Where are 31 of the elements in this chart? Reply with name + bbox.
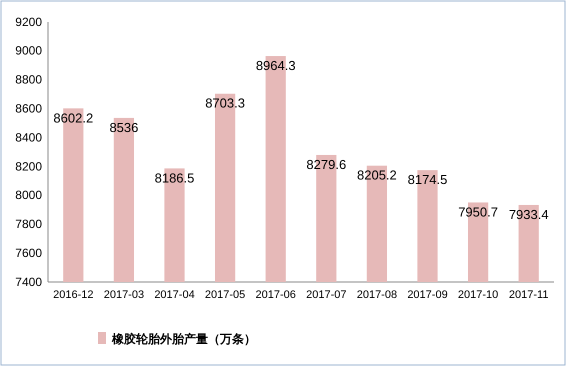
- data-label: 8174.5: [408, 172, 448, 188]
- x-tick-label: 2017-05: [204, 288, 246, 301]
- data-label: 8964.3: [256, 58, 296, 74]
- x-tick-label: 2017-10: [458, 288, 498, 301]
- y-tick-label: 7600: [15, 246, 42, 260]
- x-tick-label: 2017-09: [407, 288, 448, 301]
- data-label: 7950.7: [458, 204, 498, 220]
- data-label: 8703.3: [205, 96, 245, 111]
- y-tick-label: 9200: [15, 14, 42, 29]
- x-tick-label: 2017-03: [104, 288, 144, 301]
- x-tick-label: 2017-08: [356, 288, 398, 301]
- x-tick-label: 2017-07: [306, 288, 346, 301]
- data-label: 8536: [109, 120, 138, 135]
- x-tick-label: 2017-11: [508, 288, 548, 301]
- data-label: 8279.6: [306, 156, 346, 172]
- x-tick-label: 2017-06: [256, 288, 296, 301]
- y-tick-label: 8400: [15, 130, 42, 144]
- y-tick-label: 8000: [15, 188, 42, 202]
- y-tick-label: 8600: [15, 102, 42, 116]
- data-label: 8186.5: [154, 170, 194, 186]
- data-label: 8602.2: [53, 110, 94, 126]
- x-tick-label: 2017-04: [154, 288, 195, 301]
- x-tick-label: 2016-12: [53, 288, 94, 301]
- y-tick-label: 7800: [15, 217, 42, 232]
- y-tick-label: 8800: [15, 72, 42, 87]
- data-label: 8205.2: [357, 168, 397, 183]
- y-tick-label: 8200: [15, 159, 42, 174]
- data-label: 7933.4: [508, 206, 549, 222]
- legend-label: 橡胶轮胎外胎产量（万条）: [111, 332, 256, 346]
- y-tick-label: 9000: [15, 44, 42, 58]
- y-tick-label: 7400: [15, 274, 42, 289]
